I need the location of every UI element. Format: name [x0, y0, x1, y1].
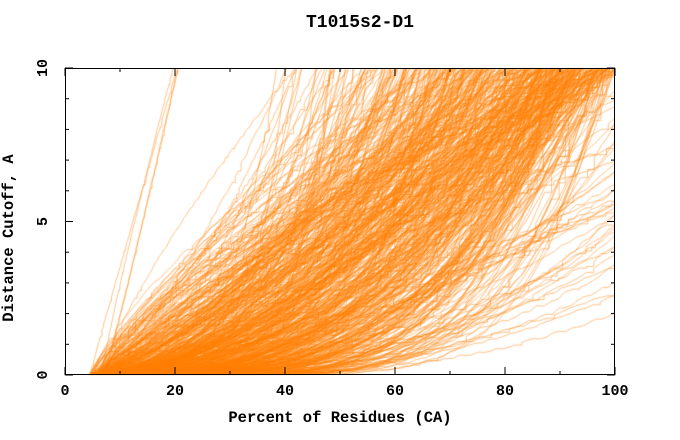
svg-text:60: 60 — [386, 383, 404, 400]
svg-text:0: 0 — [60, 383, 69, 400]
svg-text:5: 5 — [35, 217, 52, 226]
svg-text:10: 10 — [35, 59, 52, 77]
svg-text:100: 100 — [601, 383, 628, 400]
svg-text:0: 0 — [35, 370, 52, 379]
svg-text:40: 40 — [276, 383, 294, 400]
svg-text:80: 80 — [496, 383, 514, 400]
svg-text:20: 20 — [166, 383, 184, 400]
